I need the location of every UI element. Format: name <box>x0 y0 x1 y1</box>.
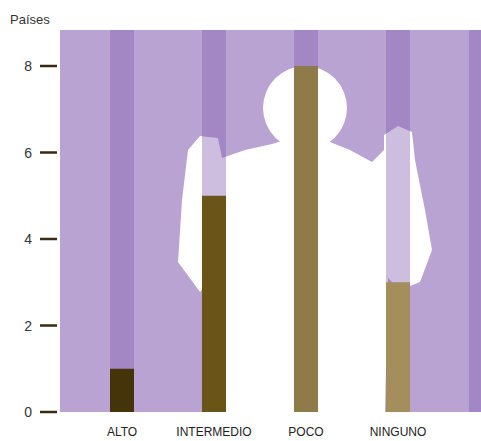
bar <box>202 196 226 412</box>
bars <box>110 66 410 412</box>
x-tick-label: POCO <box>288 425 323 439</box>
chart: 0 2 4 6 8 Países ALTO INTERMEDIO POCO NINGUNO <box>0 0 481 441</box>
column-stripe <box>110 30 134 412</box>
column-stripe <box>386 30 410 412</box>
y-tick <box>40 238 57 241</box>
y-tick-label: 8 <box>24 58 32 74</box>
column-stripe <box>202 30 226 412</box>
y-axis-title: Países <box>10 12 50 27</box>
bar <box>294 66 318 412</box>
bar <box>110 369 134 412</box>
column-stripe <box>469 30 481 412</box>
y-tick <box>40 65 57 68</box>
plot-background <box>60 30 481 412</box>
column-stripe <box>294 30 318 412</box>
y-tick-label: 0 <box>24 404 32 420</box>
y-tick-label: 2 <box>24 318 32 334</box>
y-tick <box>40 411 57 414</box>
y-tick-label: 4 <box>24 231 32 247</box>
y-tick <box>40 151 57 154</box>
x-tick-label: ALTO <box>107 425 137 439</box>
y-tick <box>40 324 57 327</box>
x-tick-label: INTERMEDIO <box>176 425 251 439</box>
bar <box>386 282 410 412</box>
decoration <box>110 30 481 412</box>
y-tick-label: 6 <box>24 145 32 161</box>
x-tick-label: NINGUNO <box>370 425 427 439</box>
